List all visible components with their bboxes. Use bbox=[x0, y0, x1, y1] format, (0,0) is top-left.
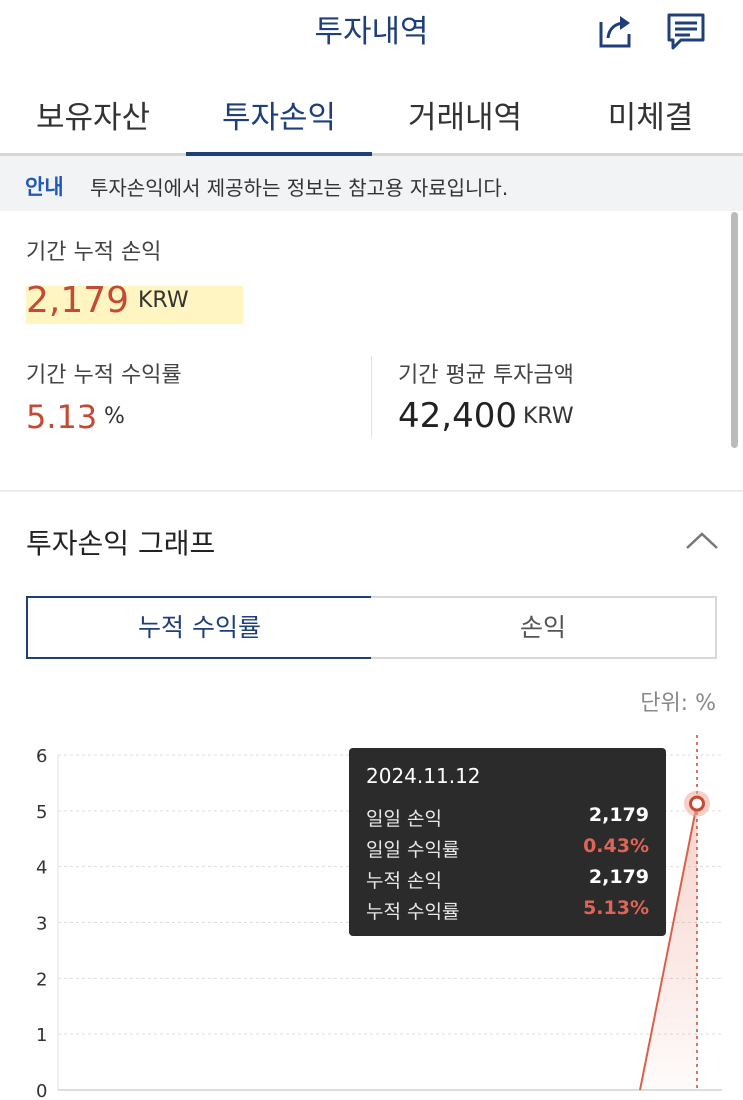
tab-holdings[interactable]: 보유자산 bbox=[35, 100, 151, 136]
share-button[interactable] bbox=[594, 8, 638, 52]
chat-button[interactable] bbox=[664, 8, 708, 52]
tab-transactions[interactable]: 거래내역 bbox=[407, 100, 523, 136]
cumulative-rate-value: 5.13 bbox=[26, 398, 98, 436]
series-line bbox=[639, 803, 698, 1091]
active-tab-indicator bbox=[186, 152, 372, 156]
tab-investment-pnl[interactable]: 투자손익 bbox=[221, 100, 337, 136]
app-header: 투자내역 bbox=[0, 0, 743, 60]
tooltip-key: 일일 손익 bbox=[366, 808, 442, 830]
y-tick-label: 3 bbox=[36, 914, 47, 935]
notice-tag: 안내 bbox=[25, 175, 64, 199]
value-highlight bbox=[26, 286, 243, 324]
tooltip-value: 2,179 bbox=[588, 866, 649, 888]
tab-bar: 보유자산 투자손익 거래내역 미체결 bbox=[0, 78, 743, 156]
chart-unit-label: 단위: % bbox=[640, 691, 716, 716]
segment-cumulative-rate[interactable]: 누적 수익률 bbox=[26, 596, 373, 659]
y-tick-label: 2 bbox=[36, 969, 47, 990]
cumulative-rate-label: 기간 누적 수익률 bbox=[26, 363, 182, 388]
average-investment-value: 42,400 bbox=[398, 396, 517, 436]
divider bbox=[371, 356, 372, 438]
data-point[interactable] bbox=[689, 795, 705, 812]
chart-tooltip: 2024.11.12 일일 손익 2,179 일일 수익률 0.43% 누적 손… bbox=[349, 748, 666, 936]
segment-pnl[interactable]: 손익 bbox=[371, 596, 717, 659]
average-investment-label: 기간 평균 투자금액 bbox=[398, 363, 574, 388]
y-tick-label: 1 bbox=[36, 1025, 47, 1046]
tooltip-date: 2024.11.12 bbox=[366, 764, 481, 788]
tooltip-row: 누적 수익률 5.13% bbox=[366, 897, 649, 927]
tooltip-row: 일일 손익 2,179 bbox=[366, 804, 649, 834]
collapse-button[interactable] bbox=[682, 524, 722, 554]
cumulative-pnl-unit: KRW bbox=[138, 288, 189, 313]
tooltip-value: 2,179 bbox=[588, 804, 649, 826]
cumulative-pnl-label: 기간 누적 손익 bbox=[26, 240, 162, 265]
average-investment-unit: KRW bbox=[523, 404, 574, 429]
tooltip-row: 일일 수익률 0.43% bbox=[366, 835, 649, 865]
tooltip-key: 누적 수익률 bbox=[366, 901, 460, 923]
y-tick-label: 4 bbox=[36, 858, 47, 879]
notice-text: 투자손익에서 제공하는 정보는 참고용 자료입니다. bbox=[90, 176, 509, 200]
tooltip-row: 누적 손익 2,179 bbox=[366, 866, 649, 896]
chevron-up-icon bbox=[686, 532, 718, 549]
message-icon bbox=[667, 13, 705, 50]
y-tick-label: 0 bbox=[36, 1081, 47, 1100]
graph-section-title: 투자손익 그래프 bbox=[26, 527, 216, 560]
scrollbar[interactable] bbox=[731, 212, 738, 448]
page-title: 투자내역 bbox=[314, 14, 429, 50]
share-icon bbox=[599, 16, 631, 48]
tooltip-key: 누적 손익 bbox=[366, 870, 442, 892]
tooltip-value: 0.43% bbox=[583, 835, 649, 857]
tooltip-value: 5.13% bbox=[583, 897, 649, 919]
cumulative-rate-unit: % bbox=[104, 404, 125, 429]
tab-unfilled[interactable]: 미체결 bbox=[607, 100, 694, 136]
section-divider bbox=[0, 490, 743, 492]
cumulative-pnl-value: 2,179 bbox=[26, 280, 130, 321]
notice-banner: 안내 투자손익에서 제공하는 정보는 참고용 자료입니다. bbox=[0, 156, 743, 211]
y-tick-label: 5 bbox=[36, 802, 47, 823]
tooltip-key: 일일 수익률 bbox=[366, 839, 460, 861]
y-tick-label: 6 bbox=[36, 746, 47, 767]
